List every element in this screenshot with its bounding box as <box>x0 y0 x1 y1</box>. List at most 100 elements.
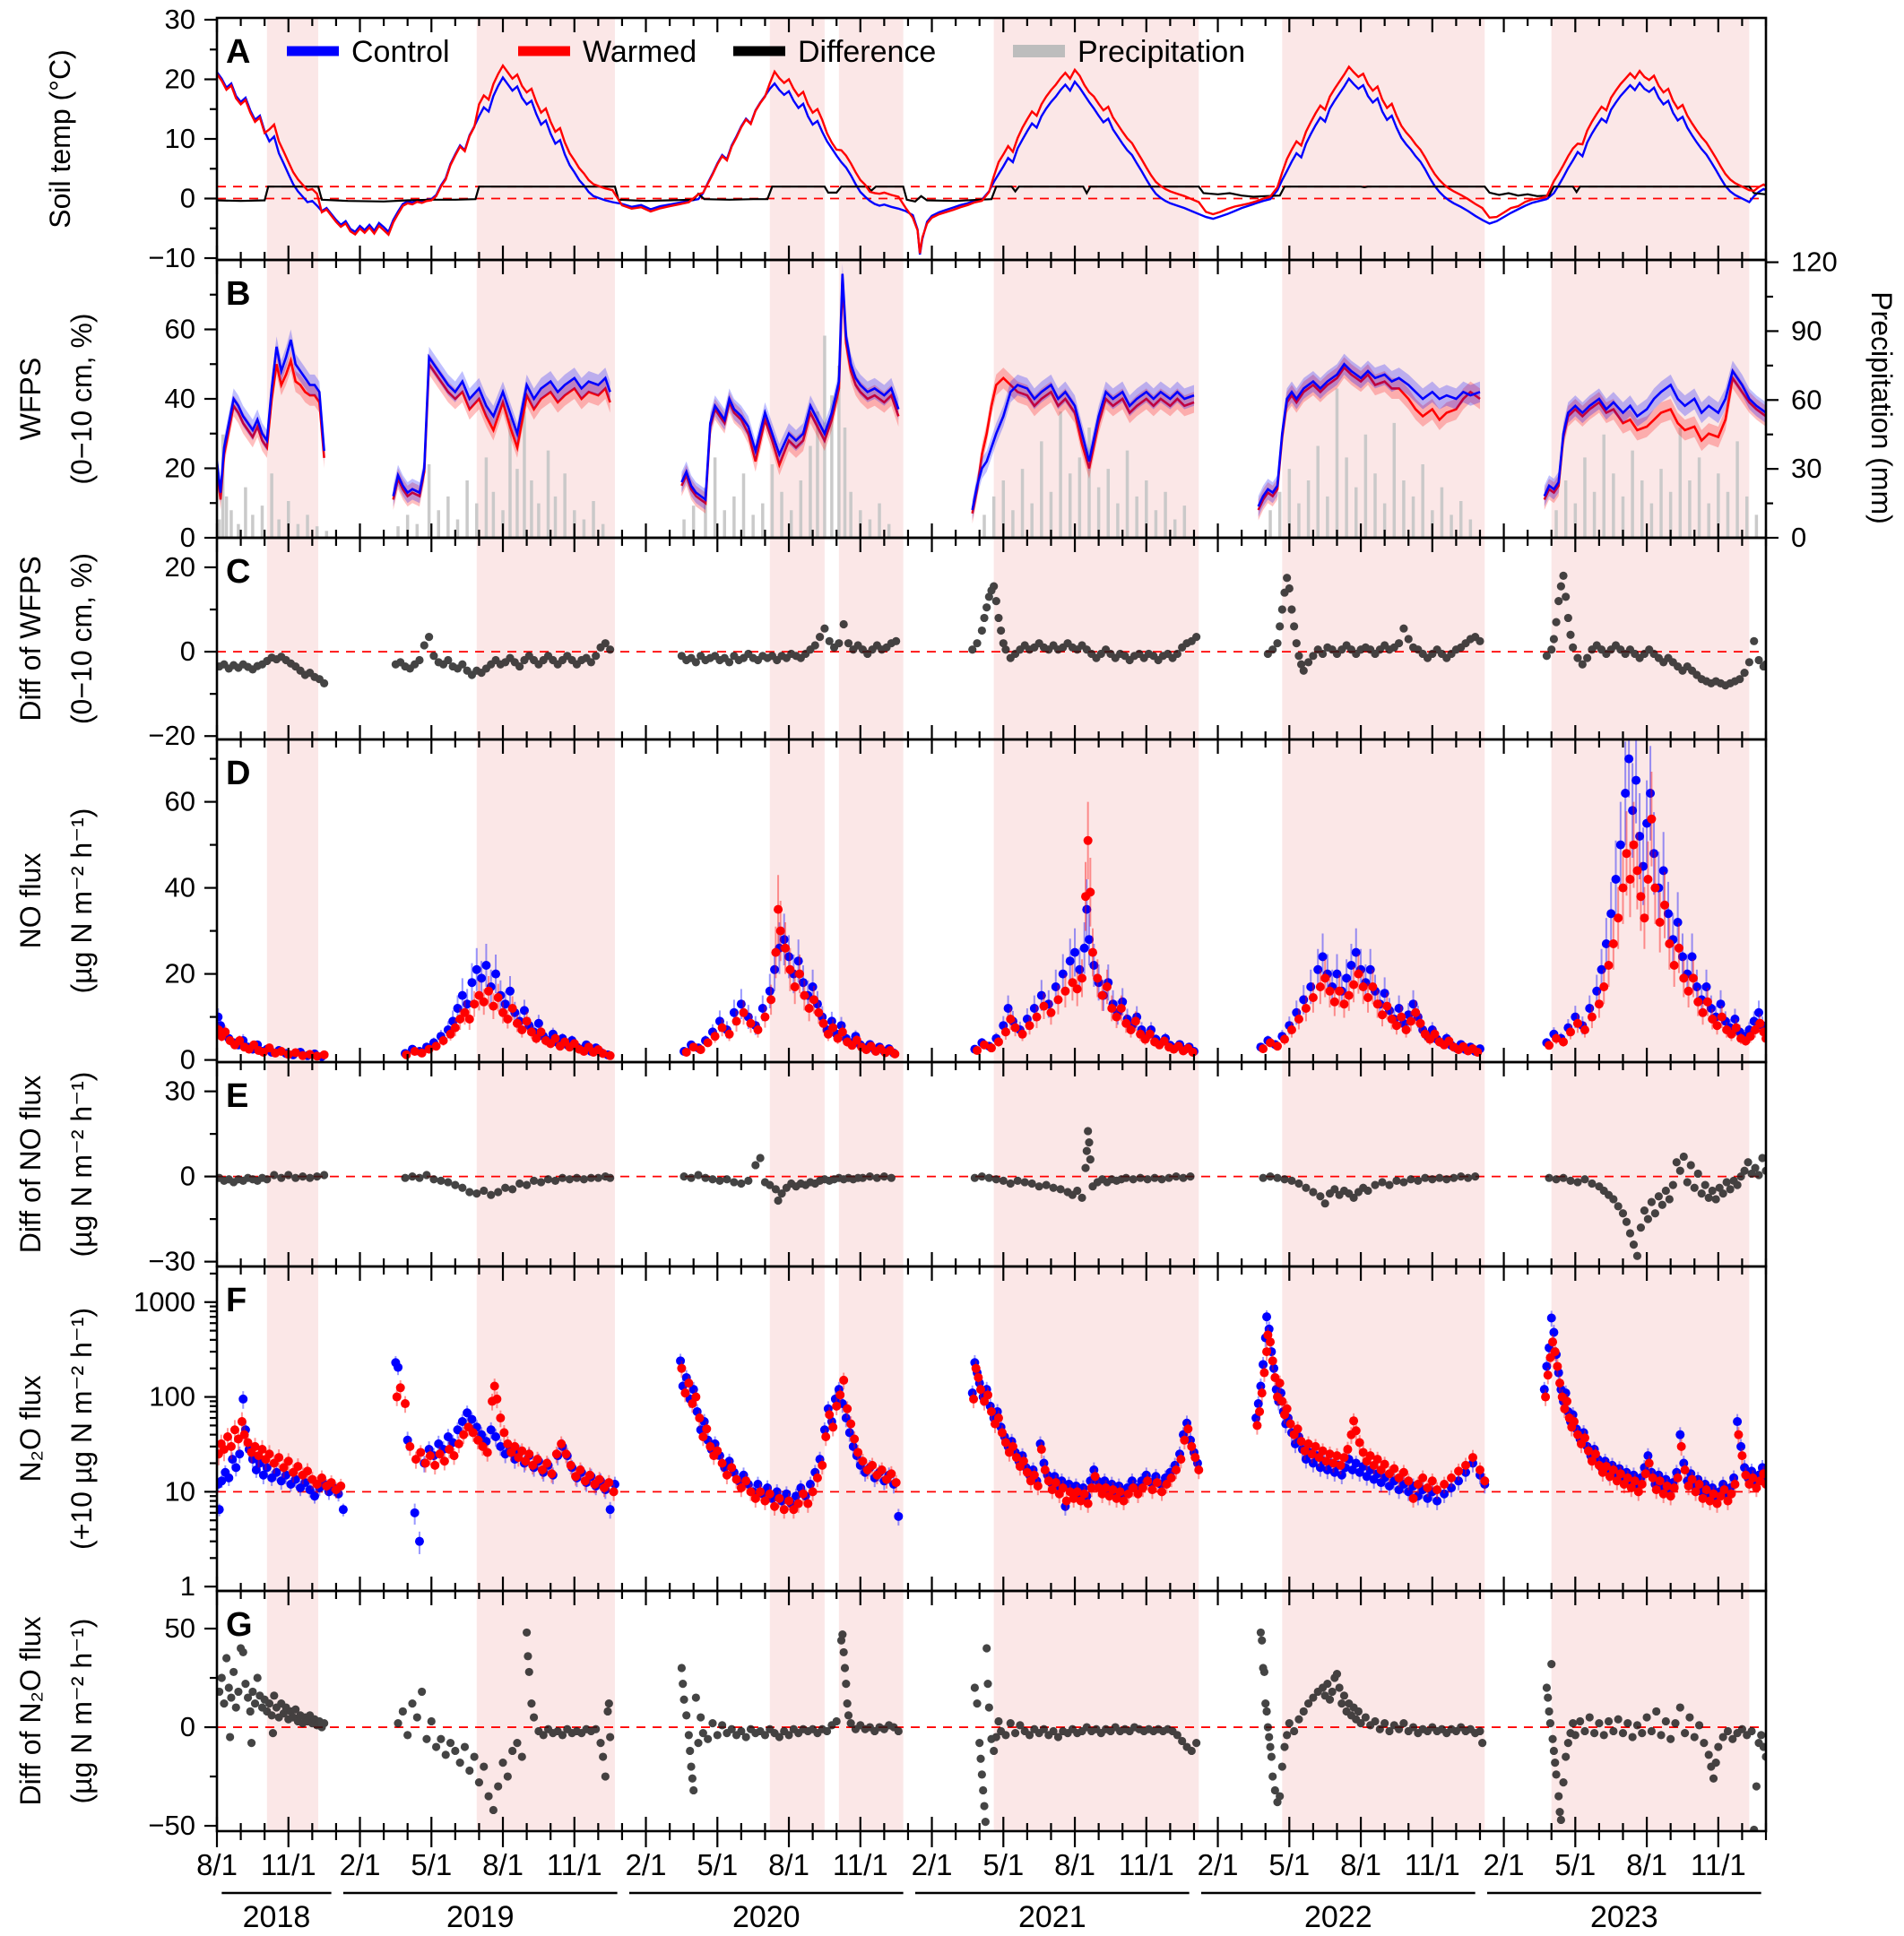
data-point <box>1330 1185 1339 1194</box>
data-point <box>1618 883 1628 893</box>
y-tick-label: 20 <box>165 551 195 583</box>
panel-A-plot <box>217 63 1766 255</box>
data-point <box>1406 1175 1415 1184</box>
data-point <box>1325 1449 1335 1459</box>
data-point <box>1313 964 1323 974</box>
data-point <box>1730 1015 1740 1024</box>
data-point <box>1047 1485 1057 1495</box>
data-point <box>309 1491 319 1501</box>
data-point <box>528 1460 538 1470</box>
data-point <box>1318 649 1328 659</box>
data-point <box>1544 1693 1553 1702</box>
data-point <box>477 973 487 983</box>
data-point <box>1342 973 1352 983</box>
data-point <box>1285 1419 1295 1429</box>
data-point <box>523 1180 532 1189</box>
data-point <box>1628 1733 1637 1742</box>
data-point <box>803 1499 813 1508</box>
data-point <box>565 1175 575 1184</box>
data-point <box>1560 1404 1570 1413</box>
data-point <box>480 1186 489 1196</box>
panel-border <box>215 536 1768 741</box>
data-point <box>818 1018 828 1028</box>
data-point <box>1178 1736 1187 1746</box>
data-point <box>1572 1018 1582 1028</box>
data-point <box>1101 1482 1111 1492</box>
data-point <box>1622 1217 1631 1226</box>
data-point <box>1585 1713 1594 1722</box>
data-point <box>1647 1726 1656 1736</box>
data-point <box>1280 1742 1289 1751</box>
data-point <box>492 1394 502 1404</box>
data-point <box>1358 1448 1368 1457</box>
data-point <box>1380 989 1389 998</box>
data-point <box>770 1501 780 1511</box>
data-point <box>1728 1734 1737 1743</box>
data-point <box>887 1469 896 1479</box>
data-point <box>1413 1479 1423 1489</box>
data-point <box>1049 1183 1058 1192</box>
data-point <box>1186 1172 1195 1181</box>
data-point <box>968 645 977 654</box>
warming-band <box>838 18 904 1831</box>
data-point <box>1552 1175 1561 1184</box>
data-point <box>1121 1173 1130 1182</box>
data-point <box>532 1455 542 1465</box>
data-point <box>760 1731 770 1740</box>
error-bars-control <box>217 1309 1766 1554</box>
data-point <box>1733 1180 1742 1189</box>
data-point <box>1644 1458 1654 1468</box>
data-point <box>1562 1396 1572 1406</box>
data-point <box>1034 1182 1043 1191</box>
data-point <box>727 1724 736 1733</box>
data-point <box>1623 1473 1632 1482</box>
data-point <box>976 1754 985 1763</box>
data-point <box>1658 1489 1668 1499</box>
data-point <box>217 1505 224 1515</box>
data-point <box>1545 1707 1553 1716</box>
data-point <box>263 1175 272 1184</box>
data-point <box>604 1699 613 1708</box>
x-tick-label: 2/1 <box>626 1848 667 1881</box>
data-point <box>1421 1173 1430 1182</box>
data-point <box>1053 1733 1063 1742</box>
data-point <box>779 935 789 945</box>
data-point <box>1669 961 1679 970</box>
data-point <box>1001 645 1010 654</box>
data-point <box>766 995 776 1005</box>
data-point <box>1329 1467 1339 1477</box>
data-point <box>982 603 991 612</box>
data-point <box>1630 1476 1640 1486</box>
x-tick-label: 11/1 <box>1119 1848 1174 1881</box>
data-point <box>228 1455 238 1465</box>
data-point <box>1294 1715 1303 1724</box>
data-point <box>1562 592 1571 601</box>
data-point <box>1392 1176 1401 1185</box>
data-point <box>536 1178 546 1187</box>
data-point <box>1687 952 1697 962</box>
data-point <box>1303 658 1313 667</box>
data-point <box>319 1050 329 1059</box>
data-point <box>503 1439 513 1448</box>
data-point <box>1566 1027 1576 1037</box>
data-point <box>1542 652 1552 661</box>
data-point <box>977 1770 986 1779</box>
data-point <box>508 1746 517 1756</box>
data-point <box>392 1392 402 1402</box>
data-point <box>481 961 491 970</box>
data-point <box>1680 1465 1690 1474</box>
data-point <box>790 982 800 991</box>
data-point <box>449 1451 459 1461</box>
data-point <box>401 1399 411 1409</box>
x-tick-label: 8/1 <box>482 1848 524 1881</box>
y-tick-label: −20 <box>148 720 195 751</box>
data-point <box>1636 1223 1646 1232</box>
data-point <box>1666 1734 1675 1743</box>
data-point <box>416 1448 426 1457</box>
data-point <box>821 1432 831 1442</box>
data-point <box>839 619 848 629</box>
error-bars-warmed <box>217 772 1766 1058</box>
data-point <box>1588 1179 1597 1188</box>
data-point <box>804 1004 814 1013</box>
data-point <box>224 1683 233 1692</box>
